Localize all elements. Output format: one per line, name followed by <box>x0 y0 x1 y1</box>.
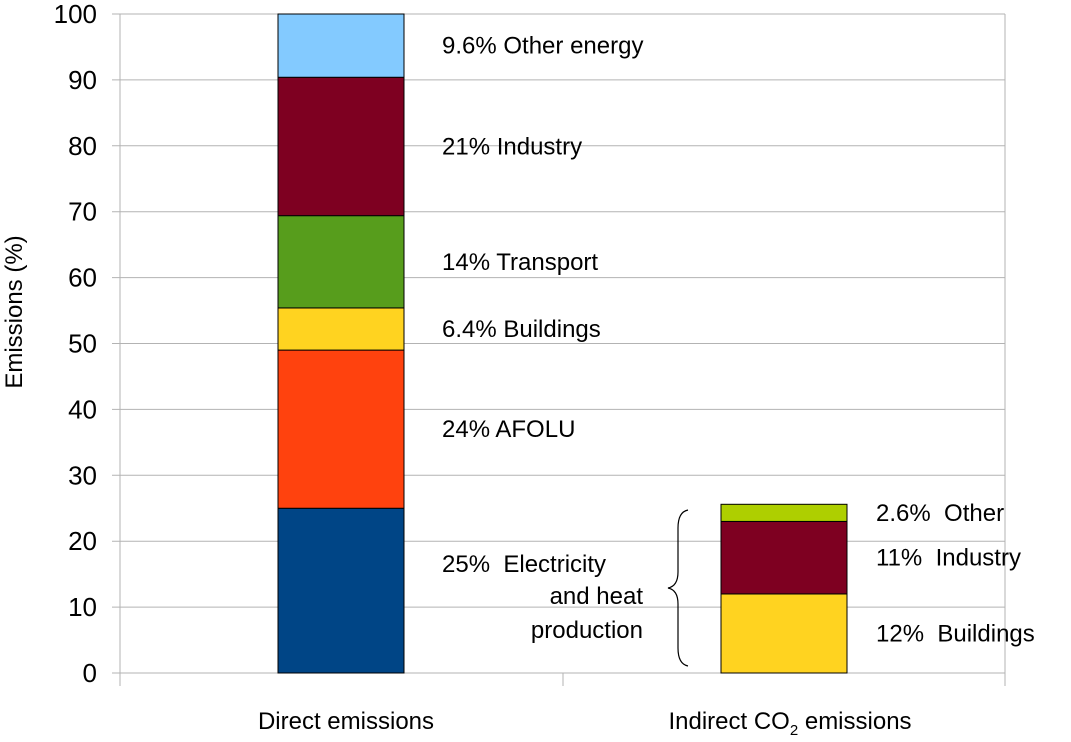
gridlines <box>112 13 1006 686</box>
y-tick-label: 60 <box>68 263 97 293</box>
segment-label: 2.6% Other <box>876 500 1004 527</box>
y-tick-label: 80 <box>68 131 97 161</box>
y-tick-label: 40 <box>68 394 97 424</box>
category-label-indirect: Indirect CO2 emissions <box>668 708 911 739</box>
segment-label: 21% Industry <box>442 133 582 160</box>
bar-segment <box>277 349 405 509</box>
category-label-direct: Direct emissions <box>258 708 434 735</box>
bar-segment <box>720 520 848 595</box>
bar-segment <box>277 307 405 351</box>
category-labels: Direct emissions Indirect CO2 emissions <box>258 708 912 739</box>
segment-labels: 25% Electricity 24% AFOLU 6.4% Buildings 14… <box>442 33 1035 648</box>
brace-annotation: and heat production <box>531 583 643 644</box>
bar-segment <box>277 76 405 217</box>
y-tick-label: 50 <box>68 329 97 359</box>
y-tick-label: 100 <box>54 0 97 29</box>
brace-connector <box>667 509 689 667</box>
bar-segment <box>277 215 405 309</box>
category-label-indirect-end: emissions <box>798 708 911 735</box>
y-tick-label: 20 <box>68 526 97 556</box>
category-label-indirect-main: Indirect CO <box>668 708 789 735</box>
segment-label: 12% Buildings <box>876 620 1035 647</box>
bar-segment <box>720 593 848 674</box>
bar-segment <box>720 503 848 522</box>
y-axis-label: Emissions (%) <box>1 235 28 388</box>
y-tick-labels: 0 10 20 30 40 50 60 70 80 90 100 <box>54 0 97 688</box>
y-tick-label: 10 <box>68 592 97 622</box>
segment-label: 14% Transport <box>442 249 598 276</box>
annotation-line-2: production <box>531 617 643 644</box>
segment-label: 25% Electricity <box>442 551 606 578</box>
y-tick-label: 90 <box>68 65 97 95</box>
segment-label: 9.6% Other energy <box>442 33 643 60</box>
segment-label: 11% Industry <box>876 545 1021 572</box>
bars <box>277 13 848 674</box>
bar-segment <box>277 507 405 674</box>
segment-label: 24% AFOLU <box>442 416 575 443</box>
y-tick-label: 0 <box>83 658 97 688</box>
y-tick-label: 70 <box>68 197 97 227</box>
y-tick-label: 30 <box>68 460 97 490</box>
annotation-line-1: and heat <box>550 583 644 610</box>
category-label-indirect-sub: 2 <box>790 722 798 739</box>
bar-segment <box>277 13 405 78</box>
segment-label: 6.4% Buildings <box>442 316 601 343</box>
